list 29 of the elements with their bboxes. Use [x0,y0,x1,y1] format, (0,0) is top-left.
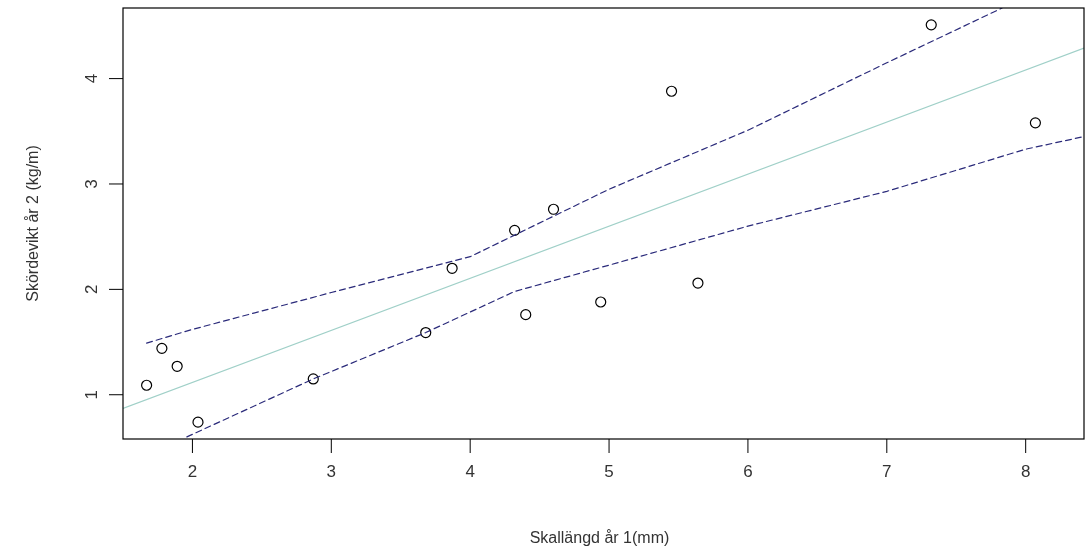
x-tick-label: 7 [882,462,892,481]
point [692,277,704,289]
point [547,203,560,215]
point [1029,117,1041,129]
point [141,379,153,391]
y-axis-title: Skördevikt år 2 (kg/m) [24,145,41,302]
x-tick-label: 3 [326,462,337,481]
point [595,296,607,308]
point [307,373,319,385]
point [446,262,458,274]
point [665,85,678,97]
y-tick-label: 4 [82,73,101,84]
y-tick-label: 1 [82,390,101,400]
x-tick-label: 6 [743,462,753,481]
x-tick-label: 4 [465,462,475,481]
point [520,309,532,321]
x-axis-title: Skallängd år 1(mm) [529,529,670,546]
y-tick-label: 2 [82,284,101,295]
x-tick-label: 5 [604,462,614,481]
point [925,19,937,31]
y-tick-label: 3 [82,179,101,189]
point [171,360,183,372]
x-tick-label: 2 [187,462,198,481]
point [192,416,204,428]
x-tick-label: 8 [1020,462,1031,481]
point [156,342,168,354]
line-series [186,135,1084,438]
point [420,326,432,339]
point [509,224,521,236]
